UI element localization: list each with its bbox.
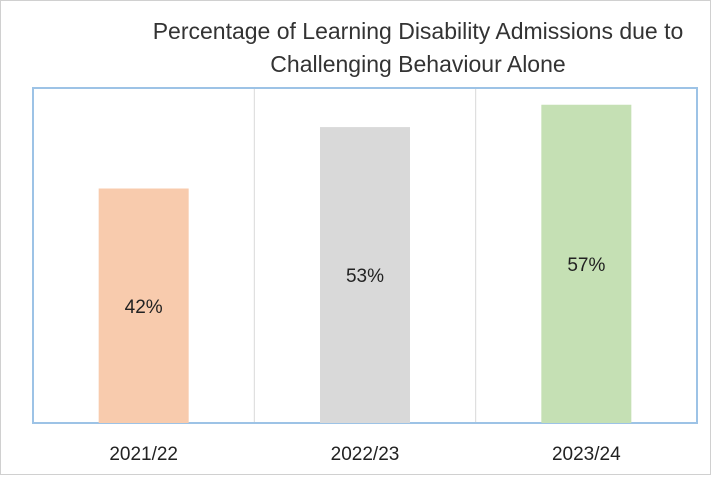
bar	[541, 104, 632, 423]
bar	[320, 127, 410, 423]
x-tick-label: 2021/22	[109, 444, 178, 465]
chart-title: Percentage of Learning Disability Admiss…	[152, 18, 684, 77]
data-label: 57%	[567, 255, 605, 276]
x-tick-label: 2023/24	[552, 444, 621, 465]
bar	[98, 188, 189, 423]
data-label: 53%	[346, 266, 384, 287]
x-tick-label: 2022/23	[331, 444, 400, 465]
title-box: Percentage of Learning Disability Admiss…	[152, 18, 684, 77]
data-label: 42%	[125, 297, 163, 318]
